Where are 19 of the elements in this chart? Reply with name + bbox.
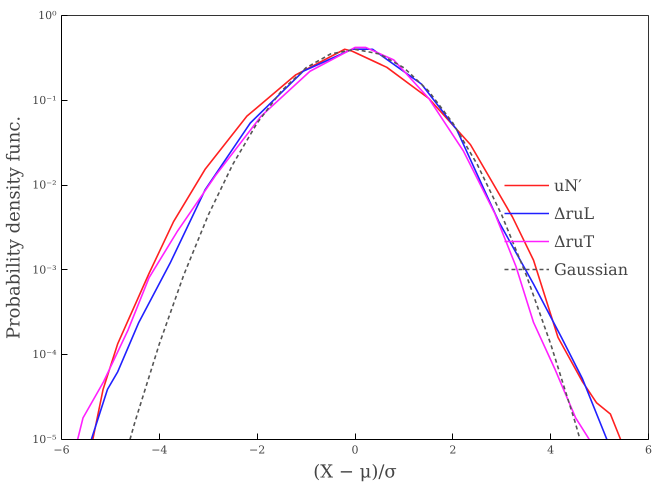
x-axis-title: (X − μ)/σ: [313, 462, 397, 482]
x-tick-label: 6: [645, 444, 652, 456]
legend-label: ΔruL: [554, 204, 594, 222]
x-tick-label: 0: [352, 444, 358, 456]
x-tick-label: 4: [547, 444, 554, 456]
y-tick-label: 10⁻³: [32, 263, 57, 276]
legend-label: Gaussian: [554, 260, 628, 278]
x-tick-label: −4: [151, 444, 168, 456]
legend-label: ΔruT: [554, 232, 594, 250]
x-tick-label: 2: [449, 444, 456, 456]
y-tick-label: 10⁻²: [32, 178, 57, 192]
x-tick-label: −6: [53, 444, 70, 456]
y-tick-label: 10⁻⁵: [32, 433, 57, 446]
y-tick-label: 10⁰: [38, 9, 58, 22]
legend-label: uN′: [554, 176, 582, 194]
y-tick-label: 10⁻⁴: [32, 348, 58, 362]
y-tick-label: 10⁻¹: [32, 94, 57, 107]
y-axis-title: Probability density func.: [3, 116, 24, 340]
x-tick-label: −2: [249, 444, 266, 456]
